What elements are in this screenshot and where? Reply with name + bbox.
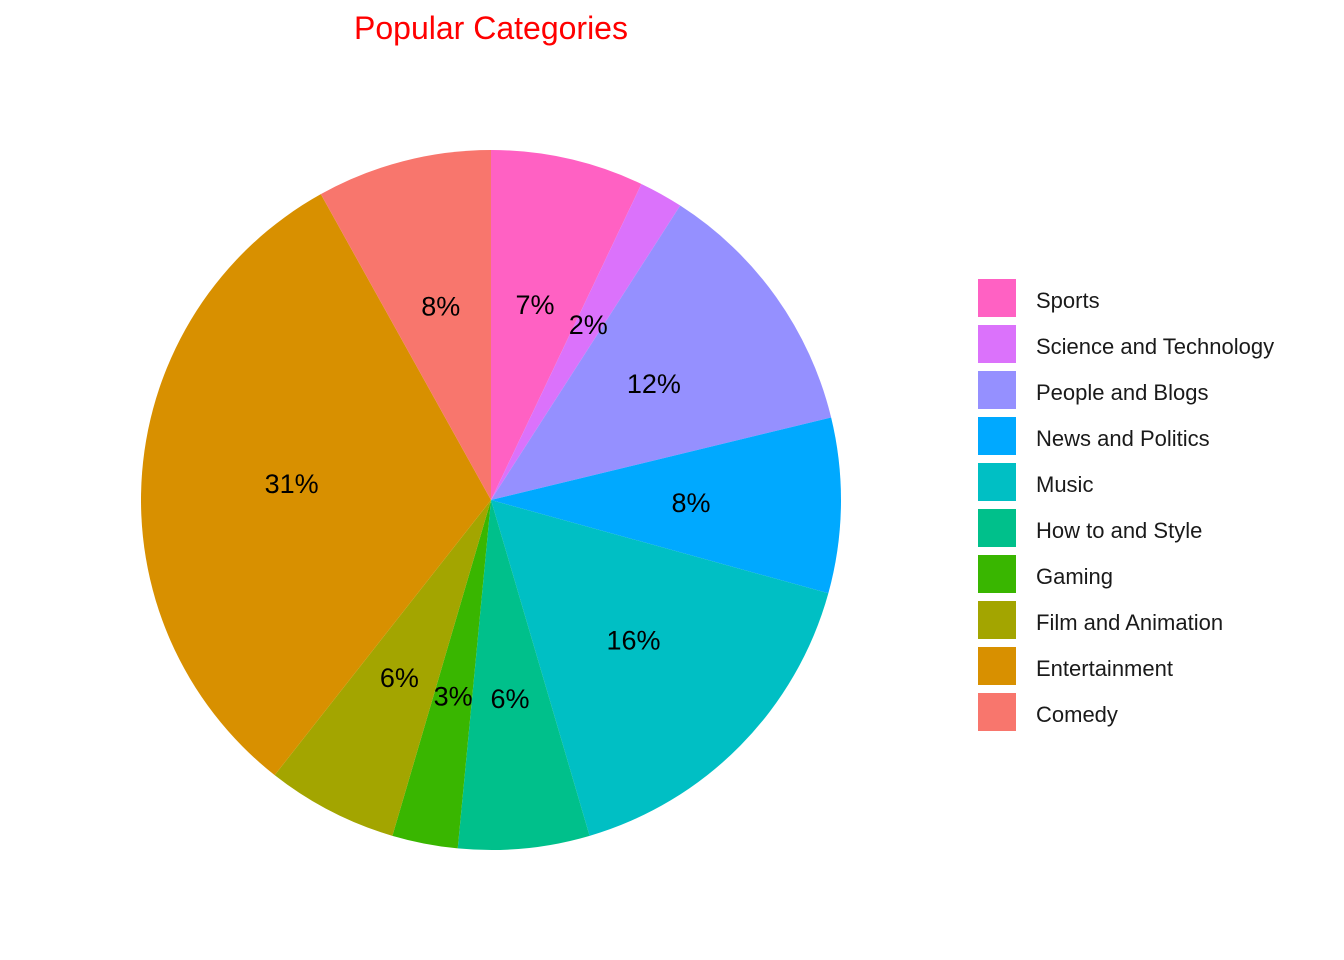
legend-label: Sports [1036, 288, 1100, 313]
legend-item: Entertainment [978, 647, 1274, 693]
legend-label: Film and Animation [1036, 610, 1224, 635]
legend-label: People and Blogs [1036, 380, 1209, 405]
legend-label: News and Politics [1036, 426, 1210, 451]
slice-entertainment [141, 194, 491, 776]
legend: Sports Science and Technology People and B… [978, 279, 1274, 739]
legend-key [978, 463, 1016, 501]
legend-key [978, 647, 1016, 685]
slice-music [491, 500, 829, 836]
legend-key [978, 693, 1016, 731]
legend-item: People and Blogs [978, 371, 1274, 417]
slice-comedy [320, 150, 491, 500]
legend-key [978, 555, 1016, 593]
slice-how-to-and-style [457, 500, 590, 851]
slice-label-people-and-blogs: 12% [627, 369, 681, 399]
legend-item: Sports [978, 279, 1274, 325]
slice-label-film-and-animation: 6% [380, 663, 419, 693]
legend-label: Entertainment [1036, 656, 1173, 681]
slice-label-gaming: 3% [434, 681, 473, 711]
slice-people-and-blogs [491, 205, 832, 500]
legend-key [978, 371, 1016, 409]
legend-key [978, 417, 1016, 455]
legend-key [978, 601, 1016, 639]
slice-film-and-animation [274, 500, 491, 836]
pie-slices [141, 150, 841, 851]
slice-label-music: 16% [607, 625, 661, 655]
legend-key [978, 279, 1016, 317]
legend-key [978, 509, 1016, 547]
slice-gaming [392, 500, 491, 849]
slice-label-how-to-and-style: 6% [490, 684, 529, 714]
slice-label-science-and-technology: 2% [569, 310, 608, 340]
legend-label: Comedy [1036, 702, 1118, 727]
slice-label-sports: 7% [516, 290, 555, 320]
legend-label: How to and Style [1036, 518, 1203, 543]
slice-news-and-politics [491, 417, 841, 594]
legend-item: Music [978, 463, 1274, 509]
slice-sports [491, 150, 642, 500]
legend-item: Film and Animation [978, 601, 1274, 647]
legend-label: Music [1036, 472, 1094, 497]
legend-label: Science and Technology [1036, 334, 1275, 359]
slice-label-entertainment: 31% [265, 469, 319, 499]
legend-key [978, 325, 1016, 363]
legend-item: News and Politics [978, 417, 1274, 463]
chart-title: Popular Categories [354, 10, 628, 46]
slice-label-comedy: 8% [421, 291, 460, 321]
slice-label-news-and-politics: 8% [671, 488, 710, 518]
slice-science-and-technology [491, 183, 681, 500]
legend-item: How to and Style [978, 509, 1274, 555]
legend-item: Science and Technology [978, 325, 1274, 371]
legend-label: Gaming [1036, 564, 1114, 589]
pie-labels: 7% 2% 12% 8% 16% 6% 3% 6% 31% 8% [265, 290, 711, 714]
legend-item: Comedy [978, 693, 1274, 739]
legend-item: Gaming [978, 555, 1274, 601]
